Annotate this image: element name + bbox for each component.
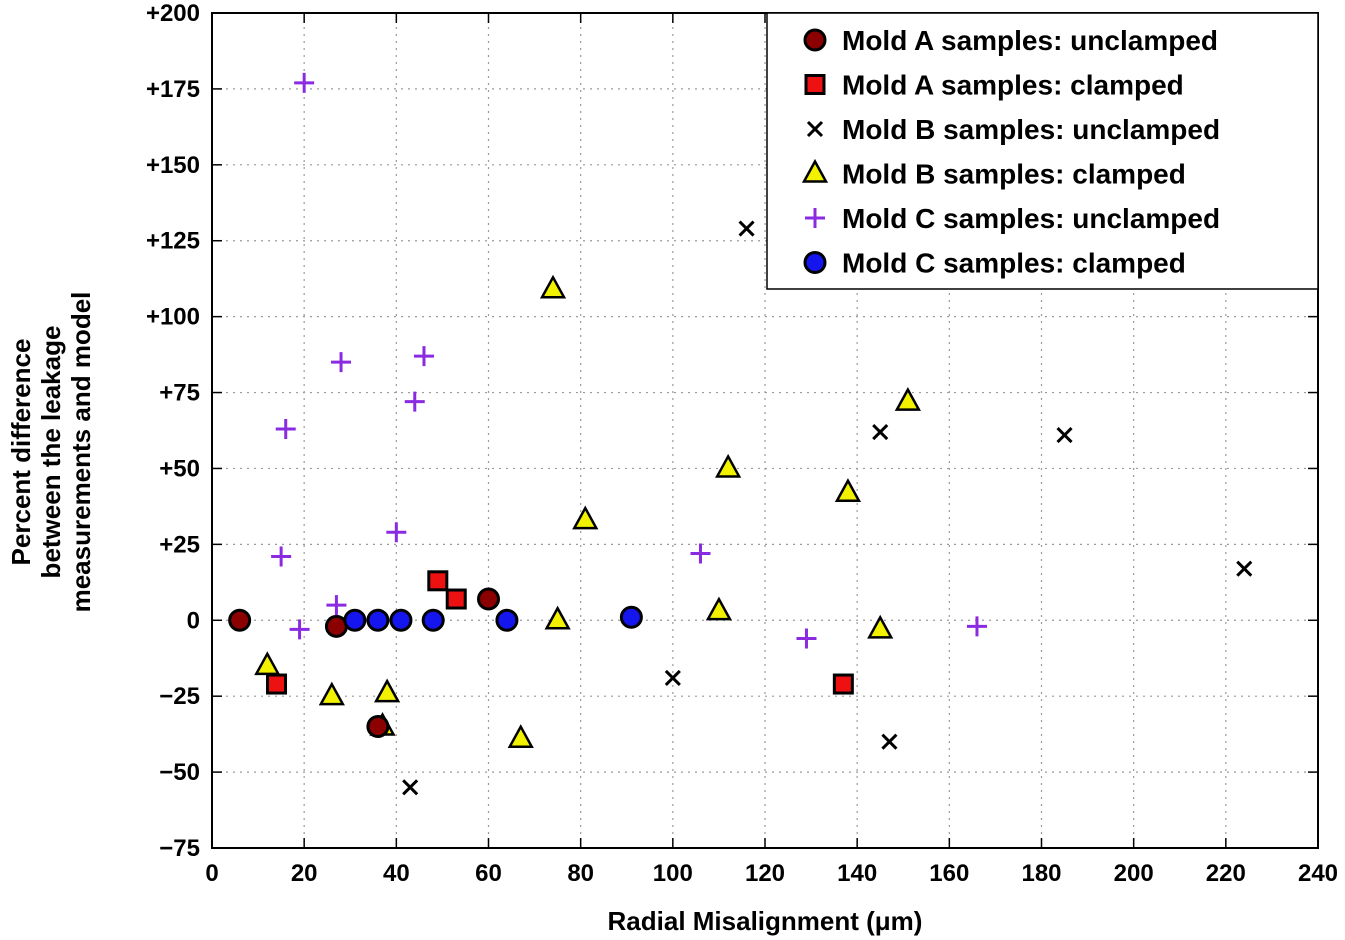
y-axis-label: Percent difference between the leakage m… [6, 292, 96, 613]
data-point [294, 72, 315, 93]
data-point [664, 669, 681, 687]
legend-entry-label: Mold B samples: clamped [842, 159, 1186, 190]
y-axis-label-line-2: between the leakage [36, 326, 66, 579]
legend-entry-label: Mold A samples: unclamped [842, 25, 1218, 56]
data-point [331, 352, 352, 373]
data-point [715, 453, 742, 478]
y-tick-label: −25 [159, 683, 200, 710]
x-axis-tick-labels: 0 20 40 60 80 100 120 140 160 180 200 220 240 [205, 860, 1338, 887]
data-point [881, 733, 898, 750]
data-point [343, 608, 367, 632]
x-tick-label: 120 [745, 860, 785, 887]
data-point [386, 522, 407, 543]
legend-entry-label: Mold C samples: clamped [842, 248, 1186, 279]
data-point [389, 608, 413, 632]
y-tick-label: +150 [146, 152, 200, 179]
data-point [275, 418, 296, 439]
legend-box [766, 12, 1319, 290]
data-point [690, 543, 711, 564]
y-axis-label-line-1: Percent difference [6, 339, 36, 566]
data-point [495, 608, 519, 632]
data-point [228, 608, 252, 632]
data-point [289, 619, 310, 640]
data-point [1056, 426, 1073, 444]
data-point [1236, 560, 1253, 577]
y-tick-label: +200 [146, 0, 200, 27]
y-tick-label: +175 [146, 76, 200, 103]
y-axis-tick-labels: +200 +175 +150 +125 +100 +75 +50 +25 0 −25 −50 −75 [146, 0, 200, 862]
data-point [421, 608, 445, 632]
y-tick-label: −50 [159, 759, 200, 786]
legend-entry-label: Mold B samples: unclamped [842, 114, 1220, 145]
data-point [404, 391, 425, 412]
data-point [366, 715, 390, 739]
legend-marker [805, 208, 825, 228]
x-tick-label: 100 [653, 860, 693, 887]
data-point [413, 346, 434, 367]
data-point [507, 724, 534, 748]
y-tick-label: +25 [159, 531, 200, 558]
legend-entry-label: Mold A samples: clamped [842, 70, 1184, 101]
data-point [374, 678, 401, 703]
data-point [427, 570, 449, 592]
data-point [254, 651, 281, 676]
y-tick-label: +125 [146, 228, 200, 255]
legend-marker [803, 251, 827, 274]
legend-marker [801, 158, 829, 183]
data-point [796, 628, 817, 649]
y-tick-label: +50 [159, 455, 200, 482]
grid [212, 13, 1318, 848]
data-point [266, 673, 288, 695]
data-point [867, 614, 894, 639]
y-axis-label-line-3: measurements and model [66, 292, 96, 613]
data-point [318, 681, 345, 706]
data-point [872, 423, 889, 441]
data-point [894, 387, 921, 411]
x-tick-label: 40 [383, 860, 410, 887]
x-tick-label: 220 [1206, 860, 1246, 887]
x-tick-label: 240 [1298, 860, 1338, 887]
x-tick-label: 160 [929, 860, 969, 887]
y-tick-label: −75 [159, 835, 200, 862]
data-point [966, 616, 987, 637]
data-point [445, 588, 467, 610]
data-point [834, 478, 862, 502]
x-tick-label: 140 [837, 860, 877, 887]
data-point [271, 546, 292, 567]
legend-marker [806, 120, 824, 138]
x-axis-label: Radial Misalignment (μm) [608, 906, 923, 936]
data-point [402, 779, 419, 796]
y-tick-label: 0 [187, 607, 200, 634]
data-point [544, 605, 571, 630]
x-tick-label: 200 [1114, 860, 1154, 887]
legend-marker [804, 74, 826, 95]
data-point [619, 605, 643, 629]
data-point [539, 274, 567, 299]
x-tick-label: 0 [205, 860, 218, 887]
x-tick-label: 180 [1021, 860, 1061, 887]
data-point [738, 220, 755, 237]
data-points [228, 72, 1253, 796]
y-tick-label: +75 [159, 380, 200, 407]
y-tick-label: +100 [146, 304, 200, 331]
x-tick-label: 80 [567, 860, 594, 887]
data-point [326, 595, 347, 616]
x-tick-label: 20 [291, 860, 318, 887]
x-tick-label: 60 [475, 860, 502, 887]
data-point [366, 608, 390, 632]
legend: Mold A samples: unclamped Mold A samples:… [766, 12, 1319, 290]
data-point [477, 587, 500, 611]
data-point [705, 596, 733, 621]
legend-marker [803, 28, 827, 52]
data-point [832, 673, 854, 695]
data-point [572, 505, 599, 530]
legend-entry-label: Mold C samples: unclamped [842, 203, 1220, 234]
